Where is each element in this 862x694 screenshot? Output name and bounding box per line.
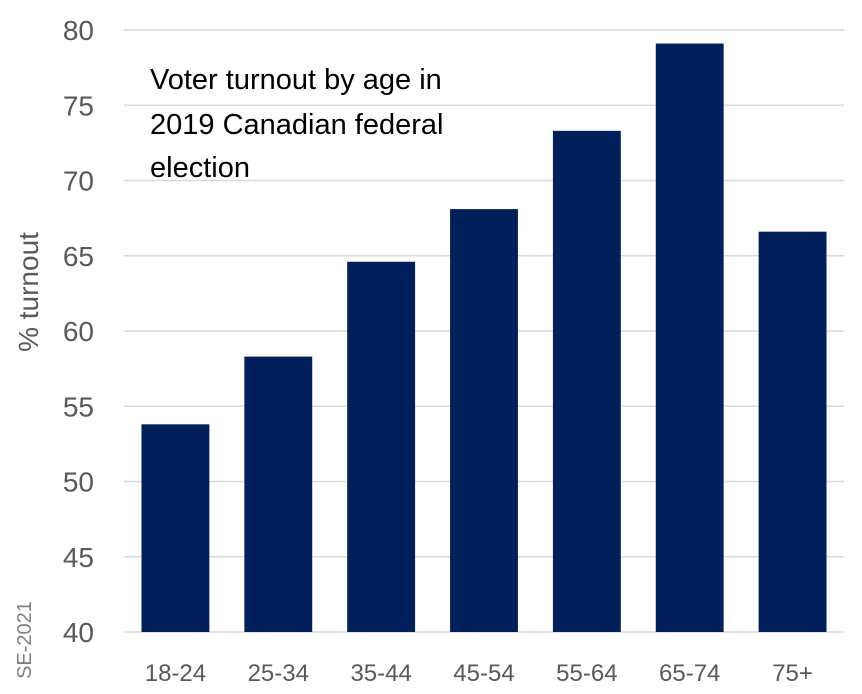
y-tick-label: 45 (63, 542, 94, 573)
bar-45-54 (450, 209, 518, 632)
x-axis-labels: 18-24 25-34 35-44 45-54 55-64 65-74 75+ (145, 660, 813, 687)
x-tick-label: 75+ (772, 660, 813, 687)
x-tick-label: 45-54 (453, 660, 514, 687)
y-tick-label: 70 (63, 166, 94, 197)
x-tick-label: 25-34 (248, 660, 309, 687)
y-tick-label: 50 (63, 467, 94, 498)
y-tick-label: 65 (63, 241, 94, 272)
y-axis-ticks: 40 45 50 55 60 65 70 75 80 (63, 15, 94, 648)
bar-35-44 (347, 261, 416, 632)
x-tick-label: 18-24 (145, 660, 206, 687)
x-tick-label: 35-44 (350, 660, 411, 687)
bar-18-24 (141, 424, 210, 632)
x-tick-label: 55-64 (556, 660, 617, 687)
chart-title-line-2: 2019 Canadian federal (150, 109, 443, 141)
y-axis-title: % turnout (13, 232, 44, 352)
bars (141, 43, 827, 633)
x-tick-label: 65-74 (659, 660, 720, 687)
y-tick-label: 60 (63, 316, 94, 347)
bar-25-34 (244, 356, 313, 632)
bar-65-74 (655, 43, 724, 633)
y-tick-label: 55 (63, 391, 94, 422)
chart-title-line-1: Voter turnout by age in (150, 64, 442, 96)
credit-label: SE-2021 (14, 601, 36, 679)
chart-title-line-3: election (150, 152, 250, 184)
y-tick-label: 75 (63, 90, 94, 121)
y-tick-label: 40 (63, 617, 94, 648)
bar-75+ (758, 231, 827, 633)
bar-55-64 (552, 130, 621, 632)
y-tick-label: 80 (63, 15, 94, 46)
